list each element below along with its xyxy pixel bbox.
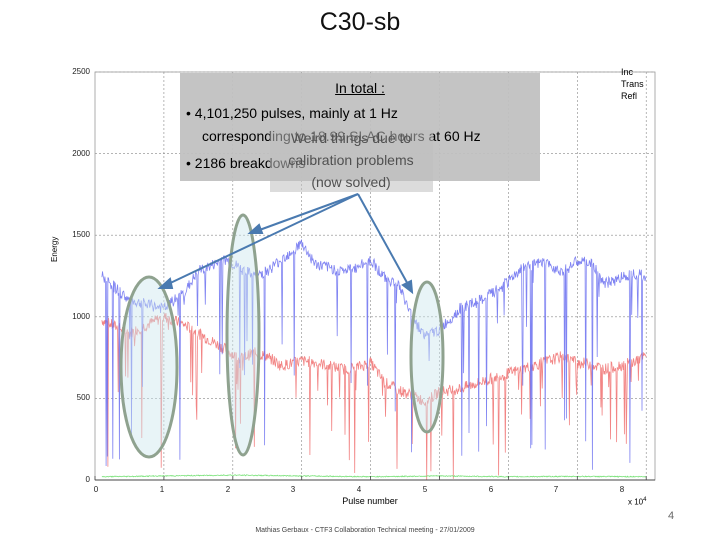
callout-box [270,130,433,192]
arrowhead-left [157,277,174,289]
series-layer [101,238,647,480]
slide-title: C30-sb [319,8,401,36]
x-tick-label: 6 [488,485,494,494]
series-line-inc [101,238,647,470]
y-tick-label: 0 [85,475,90,484]
arrow-to-middle-ellipse [253,193,359,233]
x-tick-label: 0 [93,485,99,494]
highlight-ellipse-left [119,275,179,459]
highlight-ellipse-right [409,280,445,434]
x-axis-exponent: x 104 [628,497,646,507]
legend-entry-refl: Refl [621,91,638,101]
x-tick-label: 7 [553,485,559,494]
y-axis-label: Energy [50,236,59,262]
footer-text: Mathias Gerbaux - CTF3 Collaboration Tec… [255,527,475,534]
summary-bullet-pulses: • 4,101,250 pulses, mainly at 1 Hz [186,105,398,121]
x-tick-label: 4 [356,485,362,494]
y-tick-label: 1500 [72,230,90,239]
x-exponent-power: 4 [643,497,647,503]
callout-text-line-2: calibration problems [288,152,414,168]
x-tick-label: 5 [422,485,428,494]
axis-ticks [94,476,647,480]
summary-heading: In total : [335,80,385,96]
callout-arrows [157,193,414,295]
y-tick-label: 1000 [72,312,90,321]
y-tick-label: 500 [76,393,90,402]
callout-text-line-1: Weird things due to [290,130,412,146]
callout-text-line-3: (now solved) [311,174,391,190]
page-number: 4 [668,510,675,522]
x-tick-label: 3 [290,485,296,494]
x-exponent-base: x 10 [628,497,644,507]
x-tick-label: 2 [225,485,231,494]
x-tick-label: 1 [159,485,165,494]
arrowhead-right [401,279,414,295]
y-tick-label: 2500 [72,67,90,76]
arrow-to-right-ellipse [357,193,411,289]
arrowhead-middle [247,223,264,234]
legend-entry-inc: Inc [621,67,634,77]
highlight-ellipse-middle [225,213,261,457]
series-line-trans [101,313,647,480]
legend-entry-trans: Trans [621,79,644,89]
x-tick-label: 8 [619,485,625,494]
x-axis-label: Pulse number [342,496,398,506]
legend: Inc Trans Refl [621,66,644,102]
y-tick-label: 2000 [72,149,90,158]
highlight-ellipses [119,213,445,459]
arrow-to-left-ellipse [163,193,359,287]
series-line-refl [101,474,647,478]
